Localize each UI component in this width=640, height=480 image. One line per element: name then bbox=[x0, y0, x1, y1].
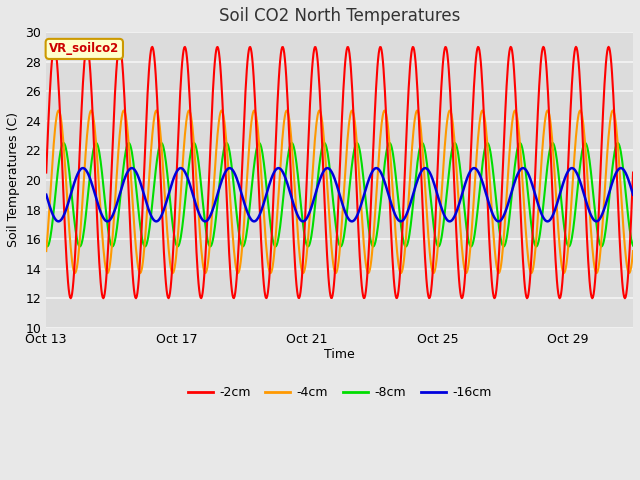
Legend: -2cm, -4cm, -8cm, -16cm: -2cm, -4cm, -8cm, -16cm bbox=[182, 382, 497, 404]
Text: VR_soilco2: VR_soilco2 bbox=[49, 42, 120, 55]
X-axis label: Time: Time bbox=[324, 348, 355, 361]
Title: Soil CO2 North Temperatures: Soil CO2 North Temperatures bbox=[219, 7, 460, 25]
Y-axis label: Soil Temperatures (C): Soil Temperatures (C) bbox=[7, 112, 20, 247]
